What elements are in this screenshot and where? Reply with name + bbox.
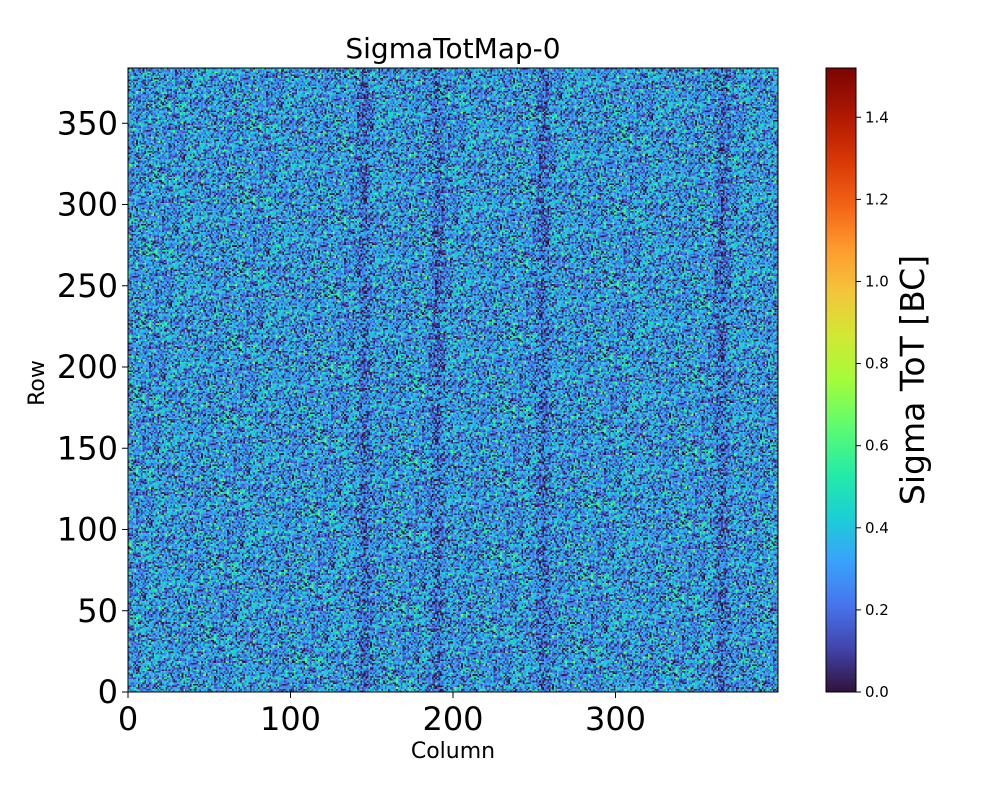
x-axis-label: Column: [411, 739, 495, 764]
y-tick-label: 100: [57, 511, 118, 549]
x-tick-label: 200: [422, 700, 483, 738]
y-tick-label: 0: [98, 673, 118, 711]
x-axis: 0 100 200 300: [118, 692, 646, 738]
colorbar-tick-label: 1.0: [865, 272, 889, 290]
colorbar-tick-label: 0.6: [865, 437, 889, 455]
colorbar-tick-label: 0.4: [865, 519, 889, 537]
y-tick-label: 50: [77, 592, 118, 630]
x-tick-label: 100: [260, 700, 321, 738]
y-tick-label: 150: [57, 429, 118, 467]
chart-title: SigmaTotMap-0: [345, 32, 560, 65]
colorbar-axis: 0.0 0.2 0.4 0.6 0.8 1.0 1.2 1.4: [856, 108, 889, 701]
heatmap: [127, 67, 779, 693]
heatmap-cells: [128, 68, 778, 692]
y-tick-label: 200: [57, 348, 118, 386]
y-tick-label: 250: [57, 267, 118, 305]
colorbar-tick-label: 0.8: [865, 355, 889, 373]
colorbar-tick-label: 1.2: [865, 190, 889, 208]
colorbar-tick-label: 0.0: [865, 683, 889, 701]
colorbar-tick-label: 0.2: [865, 601, 889, 619]
y-tick-label: 350: [57, 104, 118, 142]
x-tick-label: 300: [585, 700, 646, 738]
colorbar-label: Sigma ToT [BC]: [893, 255, 932, 505]
heatmap-cells-wrapper: [128, 68, 778, 692]
y-axis-label: Row: [25, 360, 50, 406]
colorbar: [825, 67, 857, 693]
y-tick-label: 300: [57, 186, 118, 224]
y-axis: 0 50 100 150 200 250 300 350: [57, 104, 128, 711]
colorbar-tick-label: 1.4: [865, 108, 889, 126]
x-tick-label: 0: [118, 700, 138, 738]
